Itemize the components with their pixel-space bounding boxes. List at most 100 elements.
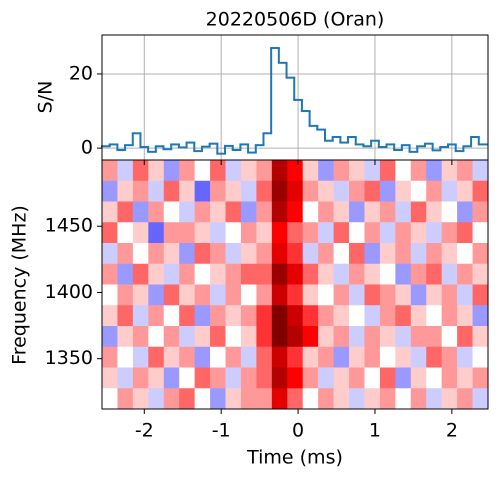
heat-cell — [349, 388, 365, 410]
heat-cell — [225, 305, 242, 327]
heat-cell — [271, 388, 288, 410]
heat-cell — [395, 180, 412, 202]
heat-cell — [271, 160, 288, 182]
y-tick-label: 1450 — [45, 215, 93, 237]
heat-cell — [302, 201, 319, 223]
heat-cell — [472, 243, 489, 265]
heat-cell — [333, 243, 350, 265]
heat-cell — [472, 388, 489, 410]
heat-cell — [102, 326, 118, 348]
heat-cell — [441, 180, 458, 202]
heat-cell — [410, 326, 427, 348]
x-tick-label: -2 — [135, 420, 154, 442]
heat-cell — [364, 346, 381, 368]
heat-cell — [287, 367, 304, 389]
heat-cell — [132, 326, 149, 348]
heat-cell — [349, 263, 365, 285]
heat-cell — [256, 222, 273, 244]
heat-cell — [194, 263, 211, 285]
heat-cell — [210, 201, 226, 223]
heat-cell — [194, 180, 211, 202]
heat-cell — [148, 180, 165, 202]
heat-cell — [163, 346, 180, 368]
heat-cell — [256, 388, 273, 410]
heat-cell — [163, 160, 180, 182]
heat-cell — [163, 243, 180, 265]
heat-cell — [302, 326, 319, 348]
heat-cell — [148, 201, 165, 223]
heat-cell — [364, 263, 381, 285]
heat-cell — [256, 367, 273, 389]
heat-cell — [410, 180, 427, 202]
heat-cell — [194, 222, 211, 244]
heat-cell — [318, 201, 334, 223]
heat-cell — [472, 346, 489, 368]
heat-cell — [132, 284, 149, 306]
heat-cell — [426, 160, 443, 182]
heat-cell — [379, 305, 396, 327]
heat-cell — [163, 367, 180, 389]
heat-cell — [256, 305, 273, 327]
heat-cell — [148, 243, 165, 265]
heat-cell — [148, 263, 165, 285]
heat-cell — [102, 388, 118, 410]
heat-cell — [302, 263, 319, 285]
heat-cell — [240, 388, 257, 410]
heat-cell — [364, 243, 381, 265]
heat-cell — [333, 201, 350, 223]
heat-cell — [256, 180, 273, 202]
heat-cell — [457, 180, 473, 202]
heat-cell — [379, 180, 396, 202]
heat-cell — [179, 326, 196, 348]
heat-cell — [333, 263, 350, 285]
heat-cell — [225, 243, 242, 265]
heat-cell — [225, 388, 242, 410]
heat-cell — [410, 388, 427, 410]
heat-cell — [163, 201, 180, 223]
heat-cell — [256, 201, 273, 223]
heat-cell — [102, 367, 118, 389]
heat-cell — [302, 305, 319, 327]
heat-cell — [318, 346, 334, 368]
heat-cell — [379, 201, 396, 223]
heat-cell — [102, 284, 118, 306]
heat-cell — [132, 243, 149, 265]
heat-cell — [194, 367, 211, 389]
heat-cell — [102, 305, 118, 327]
x-tick-label: -1 — [212, 420, 231, 442]
heat-cell — [379, 160, 396, 182]
heat-cell — [457, 326, 473, 348]
x-tick-label: 1 — [369, 420, 381, 442]
heat-cell — [240, 346, 257, 368]
heat-cell — [318, 160, 334, 182]
heat-cell — [441, 201, 458, 223]
heat-cell — [225, 201, 242, 223]
heat-cell — [102, 243, 118, 265]
heat-cell — [410, 346, 427, 368]
heat-cell — [426, 180, 443, 202]
heat-cell — [287, 160, 304, 182]
heat-cell — [102, 180, 118, 202]
heat-cell — [287, 180, 304, 202]
heatmap — [102, 160, 489, 410]
heat-cell — [379, 243, 396, 265]
heat-cell — [240, 367, 257, 389]
heat-cell — [441, 222, 458, 244]
heat-cell — [472, 367, 489, 389]
heat-cell — [148, 305, 165, 327]
heat-cell — [132, 388, 149, 410]
heat-cell — [441, 305, 458, 327]
heat-cell — [179, 263, 196, 285]
heat-cell — [457, 222, 473, 244]
heat-cell — [349, 222, 365, 244]
heat-cell — [410, 243, 427, 265]
heat-cell — [333, 160, 350, 182]
heat-cell — [102, 346, 118, 368]
heat-cell — [410, 305, 427, 327]
heat-cell — [179, 180, 196, 202]
y-tick-label: 1400 — [45, 281, 93, 303]
heat-cell — [240, 222, 257, 244]
heat-cell — [210, 160, 226, 182]
heat-cell — [426, 263, 443, 285]
